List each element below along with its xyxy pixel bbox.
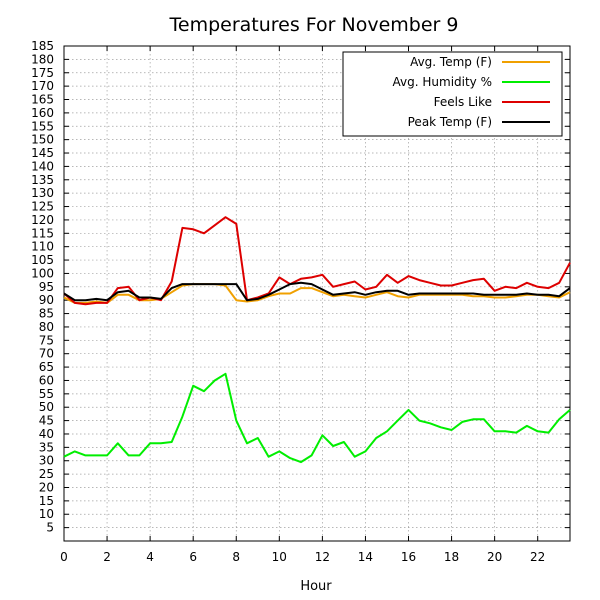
series-lines (63, 216, 571, 464)
y-tick-label: 160 (31, 106, 54, 120)
y-tick-label: 120 (31, 213, 54, 227)
series-line-1 (63, 283, 571, 304)
axis-ticks: 5101520253035404550556065707580859095100… (31, 39, 570, 564)
y-tick-label: 145 (31, 146, 54, 160)
x-tick-label: 8 (232, 550, 240, 564)
x-tick-label: 16 (401, 550, 416, 564)
y-tick-label: 20 (39, 480, 54, 494)
y-tick-label: 40 (39, 427, 54, 441)
legend-label: Feels Like (434, 95, 492, 109)
y-tick-label: 70 (39, 347, 54, 361)
y-tick-label: 135 (31, 173, 54, 187)
y-tick-label: 140 (31, 159, 54, 173)
y-tick-label: 150 (31, 133, 54, 147)
y-tick-label: 15 (39, 494, 54, 508)
x-tick-label: 10 (272, 550, 287, 564)
x-tick-label: 6 (189, 550, 197, 564)
y-tick-label: 125 (31, 200, 54, 214)
x-tick-label: 14 (358, 550, 373, 564)
y-tick-label: 155 (31, 119, 54, 133)
y-tick-label: 95 (39, 280, 54, 294)
x-tick-label: 2 (103, 550, 111, 564)
y-tick-label: 110 (31, 240, 54, 254)
y-tick-label: 130 (31, 186, 54, 200)
chart-title: Temperatures For November 9 (169, 14, 459, 36)
y-tick-label: 80 (39, 320, 54, 334)
y-tick-label: 5 (46, 521, 54, 535)
y-tick-label: 35 (39, 440, 54, 454)
series-line-4 (63, 281, 571, 302)
y-tick-label: 25 (39, 467, 54, 481)
x-axis-label: Hour (300, 579, 332, 594)
y-tick-label: 100 (31, 266, 54, 280)
x-tick-label: 22 (530, 550, 545, 564)
legend-label: Peak Temp (F) (408, 115, 492, 129)
y-tick-label: 170 (31, 79, 54, 93)
legend-label: Avg. Temp (F) (410, 55, 492, 69)
y-tick-label: 165 (31, 93, 54, 107)
y-tick-label: 55 (39, 387, 54, 401)
x-tick-label: 0 (60, 550, 68, 564)
y-tick-label: 45 (39, 414, 54, 428)
x-tick-label: 20 (487, 550, 502, 564)
y-tick-label: 65 (39, 360, 54, 374)
y-tick-label: 50 (39, 400, 54, 414)
y-tick-label: 75 (39, 333, 54, 347)
y-tick-label: 180 (31, 52, 54, 66)
x-tick-label: 4 (146, 550, 154, 564)
x-tick-label: 18 (444, 550, 459, 564)
y-tick-label: 60 (39, 373, 54, 387)
y-tick-label: 90 (39, 293, 54, 307)
y-tick-label: 10 (39, 507, 54, 521)
y-tick-label: 105 (31, 253, 54, 267)
y-tick-label: 30 (39, 454, 54, 468)
legend-label: Avg. Humidity % (393, 75, 492, 89)
series-line-2 (63, 372, 571, 464)
y-tick-label: 175 (31, 66, 54, 80)
y-tick-label: 115 (31, 226, 54, 240)
y-tick-label: 185 (31, 39, 54, 53)
y-tick-label: 85 (39, 307, 54, 321)
x-tick-label: 12 (315, 550, 330, 564)
legend: Avg. Temp (F) Avg. Humidity % Feels Like Pe… (342, 51, 563, 137)
